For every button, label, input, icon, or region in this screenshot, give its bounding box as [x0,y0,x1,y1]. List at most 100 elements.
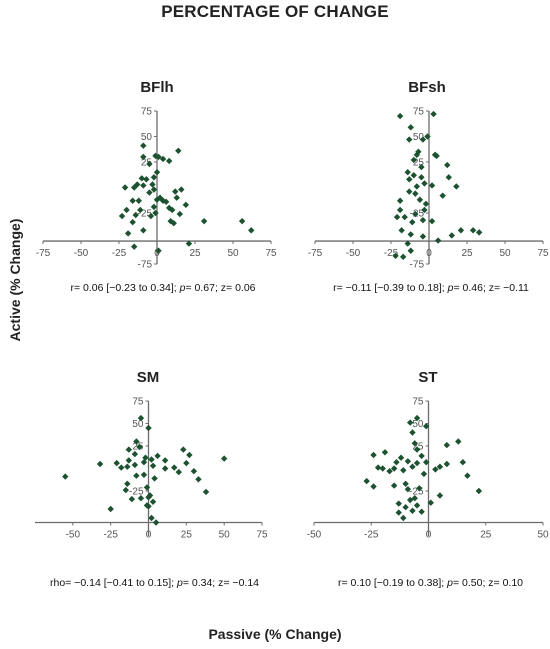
data-point [443,460,451,468]
data-point [159,155,167,163]
x-tick-label: -25 [112,248,127,259]
data-point [363,477,370,485]
data-point [439,192,446,199]
data-point [424,133,431,140]
data-point [455,438,462,445]
data-point [133,438,140,445]
data-point [124,463,131,470]
data-point [185,240,193,247]
data-point [475,229,483,236]
data-point [393,459,400,466]
y-tick-label: -75 [410,260,425,271]
data-point [146,492,154,499]
data-point [176,210,183,218]
x-tick-label: -50 [74,248,89,259]
data-point [169,206,176,214]
data-point [416,485,423,492]
data-point [118,212,126,220]
y-tick-label: -25 [138,209,153,220]
data-point [436,463,444,470]
data-point [183,459,190,467]
data-point [143,484,151,491]
x-tick-label: -25 [103,530,118,541]
data-point [404,458,412,465]
data-point [413,414,421,422]
data-point [400,467,407,474]
data-point [132,211,139,219]
y-tick-label: 75 [132,397,144,408]
data-point [421,180,428,187]
data-point [374,464,382,471]
panel-title: BFlh [140,79,173,96]
data-point [155,247,162,254]
data-point [404,169,411,176]
data-point [396,206,404,214]
data-point [148,456,155,463]
data-point [165,204,173,212]
data-point [396,112,404,120]
data-point [137,414,145,422]
x-tick-label: -50 [307,530,322,541]
data-point [138,175,145,182]
data-point [148,514,155,522]
data-point [410,156,417,164]
data-point [128,495,136,503]
data-point [135,197,142,204]
data-point [392,252,399,260]
data-point [167,217,174,225]
data-point [107,505,114,513]
data-point [131,461,139,469]
data-point [152,152,159,160]
x-tick-label: 50 [499,248,511,259]
x-tick-label: 25 [461,248,473,259]
data-point [410,172,417,179]
x-tick-label: -50 [66,530,81,541]
data-point [178,186,185,193]
data-point [407,247,414,254]
data-point [150,174,158,181]
data-point [147,212,155,220]
x-tick-label: -50 [346,248,361,259]
data-point [430,110,437,118]
data-point [140,182,147,189]
data-point [190,468,198,475]
data-point [153,169,161,176]
data-point [118,464,125,471]
y-tick-label: -75 [138,260,153,271]
data-point [457,227,465,234]
data-point [171,464,178,471]
data-point [165,157,173,165]
data-point [143,176,150,183]
data-point [419,216,427,224]
data-point [220,455,228,462]
data-point [432,466,439,473]
data-point [411,440,418,447]
data-point [406,136,413,143]
data-point [142,454,149,461]
data-point [172,188,179,195]
data-point [409,429,416,436]
y-tick-label: 50 [413,132,425,143]
data-point [161,465,169,472]
data-point [150,186,158,193]
data-point [400,514,407,522]
data-point [161,457,169,464]
data-point [153,196,161,203]
data-point [248,227,255,234]
x-tick-label: -25 [384,248,399,259]
data-point [129,218,136,226]
y-tick-label: 50 [132,419,144,430]
data-point [427,499,434,506]
data-point [413,502,421,509]
data-point [162,198,170,205]
y-tick-label: 50 [412,419,424,430]
data-point [396,197,404,204]
x-tick-label: 0 [146,530,152,541]
x-tick-label: 0 [426,248,432,259]
y-tick-label: -25 [129,487,144,498]
data-point [444,161,451,169]
data-point [407,231,414,238]
data-point [175,468,182,476]
data-point [409,463,416,470]
